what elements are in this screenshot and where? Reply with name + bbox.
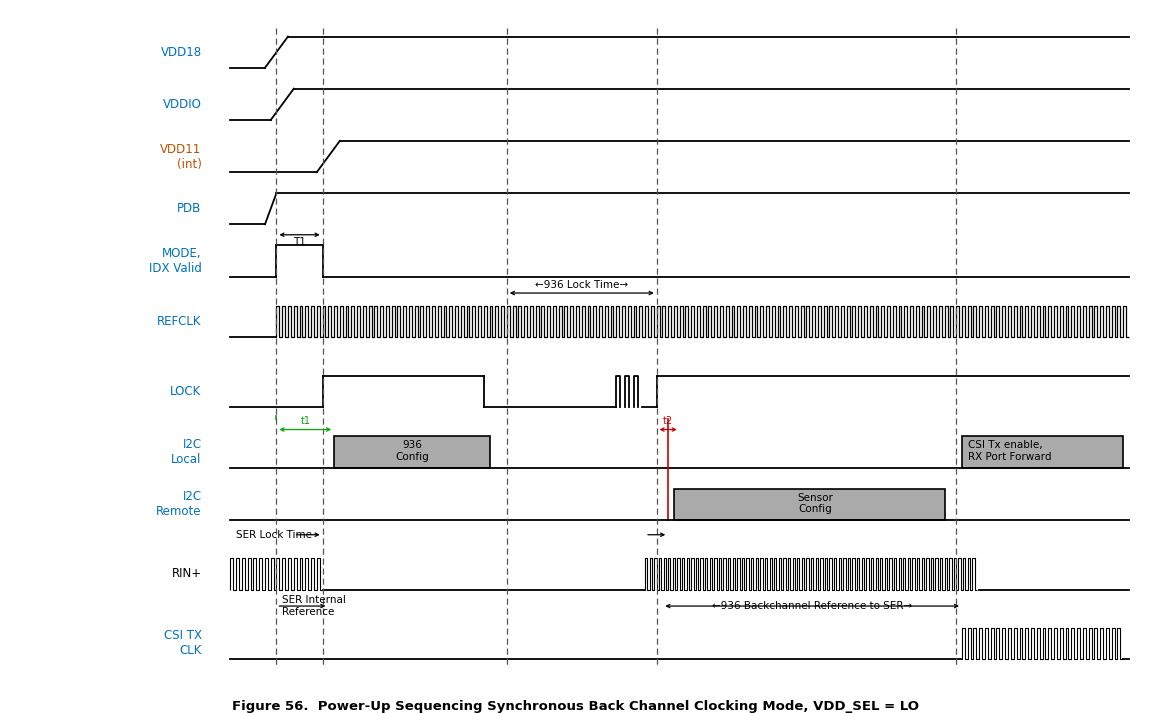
Text: CSI Tx enable,
RX Port Forward: CSI Tx enable, RX Port Forward [968,441,1051,462]
Text: VDD11
(int): VDD11 (int) [160,143,202,170]
Text: 936
Config: 936 Config [395,441,429,462]
Bar [674,488,945,520]
Text: MODE,
IDX Valid: MODE, IDX Valid [149,247,202,275]
Text: REFCLK: REFCLK [157,315,202,328]
Text: I2C
Remote: I2C Remote [157,491,202,518]
Text: ←936 Backchannel Reference to SER→: ←936 Backchannel Reference to SER→ [712,601,912,611]
Text: SER Internal
Reference: SER Internal Reference [282,595,346,617]
Bar [962,436,1123,468]
Text: CSI TX
CLK: CSI TX CLK [164,630,202,657]
Text: PDB: PDB [177,202,202,215]
Bar [334,436,490,468]
Text: ←936 Lock Time→: ←936 Lock Time→ [536,280,628,290]
Text: SER Lock Time: SER Lock Time [236,530,312,540]
Text: LOCK: LOCK [170,385,202,398]
Text: T1: T1 [293,237,306,247]
Text: I2C
Local: I2C Local [172,438,202,466]
Text: VDD18: VDD18 [160,46,202,58]
Text: t2: t2 [664,416,673,426]
Text: t1: t1 [301,416,310,426]
Text: Sensor
Config: Sensor Config [797,493,833,514]
Text: RIN+: RIN+ [172,568,202,580]
Text: Figure 56.  Power-Up Sequencing Synchronous Back Channel Clocking Mode, VDD_SEL : Figure 56. Power-Up Sequencing Synchrono… [233,700,919,713]
Text: VDDIO: VDDIO [162,98,202,111]
